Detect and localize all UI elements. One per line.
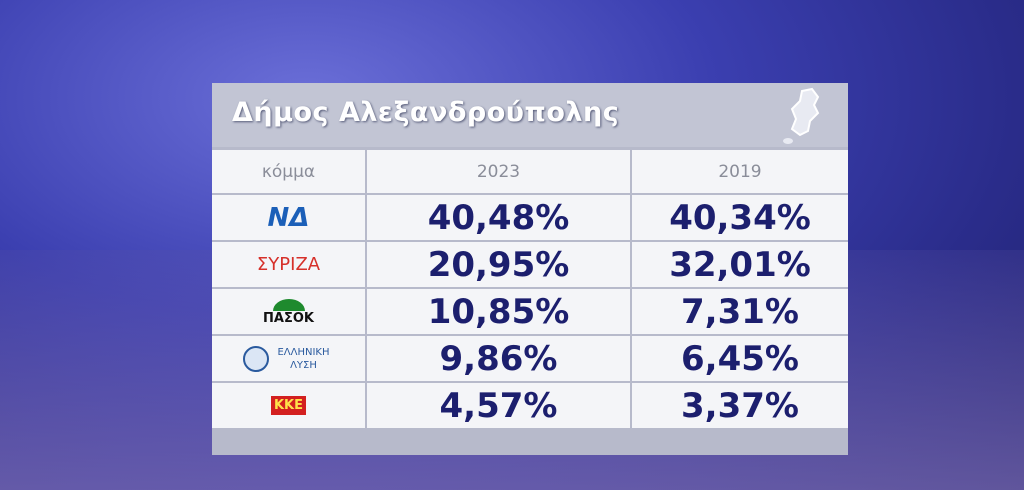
vote-share: 10,85% <box>367 289 630 334</box>
vote-share: 9,86% <box>367 336 630 381</box>
vote-share: 40,34% <box>632 195 848 240</box>
party-emblem <box>242 345 269 372</box>
vote-share: 4,57% <box>367 383 630 428</box>
column-header: κόμμα <box>212 150 365 193</box>
party-cell: ΝΔ <box>212 195 365 240</box>
table-title: Δήμος Αλεξανδρούπολης <box>232 97 620 128</box>
column-header: 2023 <box>367 150 630 193</box>
party-logo: ΕΛΛΗΝΙΚΗ ΛΥΣΗ <box>277 346 330 371</box>
vote-share: 6,45% <box>632 336 848 381</box>
vote-share: 20,95% <box>367 242 630 287</box>
party-cell: ΕΛΛΗΝΙΚΗ ΛΥΣΗ <box>212 336 365 381</box>
party-cell: ΚΚΕ <box>212 383 365 428</box>
party-cell: ΣΥΡΙΖΑ <box>212 242 365 287</box>
party-logo: ΠΑΣΟΚ <box>263 311 314 326</box>
party-logo: ΣΥΡΙΖΑ <box>256 254 321 275</box>
vote-share: 32,01% <box>632 242 848 287</box>
region-map-icon <box>783 87 820 144</box>
party-logo: ΝΔ <box>267 202 310 233</box>
results-table: Δήμος Αλεξανδρούπολης κόμμα 2023 2019 ΝΔ 40,… <box>212 83 848 455</box>
pasok-sun <box>272 299 305 311</box>
vote-share: 7,31% <box>632 289 848 334</box>
vote-share: 40,48% <box>367 195 630 240</box>
party-logo: ΚΚΕ <box>270 396 307 415</box>
title-bar: Δήμος Αλεξανδρούπολης <box>212 83 848 147</box>
column-header: 2019 <box>632 150 848 193</box>
party-cell: ΠΑΣΟΚ <box>212 289 365 334</box>
vote-share: 3,37% <box>632 383 848 428</box>
